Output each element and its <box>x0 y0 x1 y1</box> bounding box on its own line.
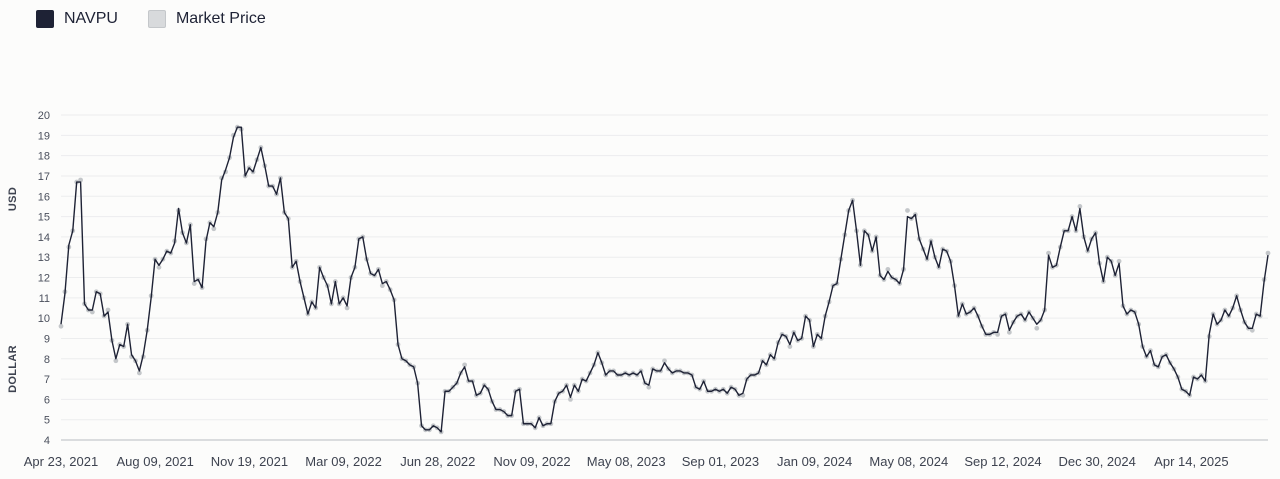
y-tick-label: 10 <box>38 313 50 325</box>
y-tick-label: 17 <box>38 171 50 183</box>
y-tick-label: 12 <box>38 273 50 285</box>
market-price-point <box>1116 258 1122 264</box>
market-price-point <box>379 283 385 289</box>
grid-lines <box>61 114 1268 441</box>
market-price-point <box>646 384 652 390</box>
y-tick-label: 7 <box>44 374 50 386</box>
x-tick-label: Apr 23, 2021 <box>24 454 98 469</box>
market-price-point <box>211 226 217 232</box>
y-tick-label: 15 <box>38 212 50 224</box>
market-price-point <box>113 358 119 364</box>
y-tick-label: 11 <box>39 293 50 305</box>
y-tick-label: 4 <box>44 435 50 447</box>
y-tick-label: 18 <box>38 151 50 163</box>
y-tick-label: 13 <box>38 252 50 264</box>
market-price-point <box>787 344 793 349</box>
market-price-point <box>89 309 95 315</box>
market-price-point <box>462 362 468 368</box>
x-tick-label: Jan 09, 2024 <box>777 454 852 469</box>
market-price-point <box>191 281 197 286</box>
market-price-swatch-icon <box>147 10 166 28</box>
market-price-point <box>885 266 891 272</box>
market-price-point <box>1006 329 1012 335</box>
y-axis-title-usd: USD <box>7 187 19 211</box>
x-tick-label: Nov 09, 2022 <box>493 454 570 469</box>
x-tick-label: Dec 30, 2024 <box>1059 454 1136 469</box>
y-tick-label: 20 <box>38 110 50 122</box>
market-price-point <box>344 305 350 311</box>
market-price-point <box>1249 327 1255 333</box>
y-axis-ticks: 4 5 6 7 8 9 10 11 12 13 14 15 16 17 18 19 20 <box>38 110 50 447</box>
navpu-swatch-icon <box>36 10 54 28</box>
market-price-point <box>1034 325 1040 331</box>
market-price-point <box>136 370 142 376</box>
market-price-point <box>1265 250 1271 256</box>
legend: NAVPU Market Price <box>36 9 266 29</box>
market-price-point <box>662 358 667 364</box>
x-tick-label: Mar 09, 2022 <box>305 454 382 469</box>
x-tick-label: Apr 14, 2025 <box>1154 454 1228 469</box>
x-axis-labels: Apr 23, 2021 Aug 09, 2021 Nov 19, 2021 Mar … <box>24 454 1229 469</box>
y-tick-label: 16 <box>38 191 50 203</box>
market-price-point <box>156 264 162 270</box>
market-price-point <box>78 177 83 183</box>
y-axis-title-dollar: DOLLAR <box>7 345 19 393</box>
market-price-point <box>58 323 64 329</box>
legend-label-market-price: Market Price <box>175 10 266 27</box>
legend-label-navpu: NAVPU <box>64 10 118 27</box>
market-price-point <box>1077 204 1083 209</box>
market-price-point <box>568 396 573 402</box>
legend-item-market-price[interactable]: Market Price <box>147 10 266 28</box>
x-tick-label: Sep 01, 2023 <box>682 454 759 469</box>
x-tick-label: Jun 28, 2022 <box>400 454 475 469</box>
market-price-point <box>1046 250 1051 256</box>
series-group <box>58 124 1271 435</box>
y-tick-label: 8 <box>44 354 50 366</box>
navpu-series-line <box>60 126 1269 433</box>
y-tick-label: 6 <box>44 394 50 406</box>
market-price-point <box>105 307 111 313</box>
y-tick-label: 9 <box>44 333 50 345</box>
x-tick-label: Sep 12, 2024 <box>964 454 1041 469</box>
legend-item-navpu[interactable]: NAVPU <box>36 10 118 28</box>
y-tick-label: 19 <box>38 130 50 142</box>
x-tick-label: Aug 09, 2021 <box>117 454 194 469</box>
y-tick-label: 14 <box>38 232 50 244</box>
y-tick-label: 5 <box>44 415 50 427</box>
market-price-point <box>995 331 1000 337</box>
x-tick-label: Nov 19, 2021 <box>211 454 288 469</box>
x-tick-label: May 08, 2024 <box>869 454 948 469</box>
market-price-point <box>905 208 910 213</box>
x-tick-label: May 08, 2023 <box>587 454 666 469</box>
